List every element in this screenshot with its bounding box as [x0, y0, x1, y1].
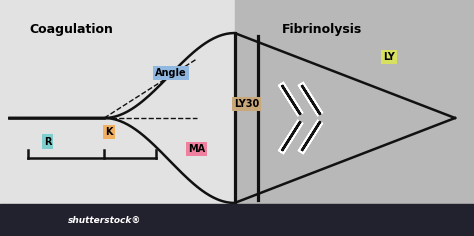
- Text: LY: LY: [383, 52, 394, 62]
- Text: LY30: LY30: [234, 99, 259, 109]
- Text: R: R: [44, 137, 51, 147]
- Text: Coagulation: Coagulation: [29, 23, 113, 36]
- Text: K: K: [105, 127, 113, 137]
- Polygon shape: [9, 33, 455, 203]
- Text: shutterstock®: shutterstock®: [68, 215, 141, 224]
- Text: Fibrinolysis: Fibrinolysis: [282, 23, 363, 36]
- Text: Angle: Angle: [155, 68, 186, 78]
- Text: MA: MA: [188, 144, 205, 154]
